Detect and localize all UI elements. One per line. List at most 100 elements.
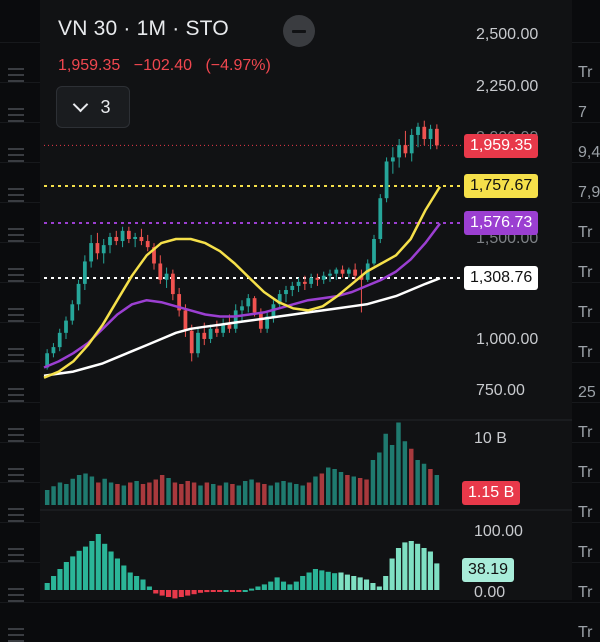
price-change-pct: (−4.97%) <box>205 57 271 74</box>
candle-body <box>227 324 232 329</box>
ma-purple-tag: 1,576.73 <box>464 211 539 235</box>
candle-body <box>202 332 207 339</box>
oscillator-bar <box>121 565 127 590</box>
candle-body <box>252 298 257 313</box>
oscillator-bar <box>229 590 235 592</box>
volume-bar <box>153 479 159 505</box>
volume-bar <box>268 485 273 505</box>
oscillator-bar <box>191 590 197 595</box>
volume-bar <box>166 478 171 505</box>
candle-body <box>145 241 150 248</box>
candle-body <box>340 269 345 274</box>
background-row-label: Tr <box>578 224 593 241</box>
volume-bar <box>115 484 120 505</box>
background-row-label: Tr <box>578 624 593 641</box>
volume-bar <box>249 479 254 505</box>
candle-body <box>158 263 163 280</box>
candle-body <box>152 247 156 264</box>
volume-bar <box>134 481 139 505</box>
oscillator-bar <box>293 581 299 590</box>
candle-body <box>133 236 138 239</box>
last-price-tag: 1,959.35 <box>464 134 539 158</box>
candle-body <box>353 269 358 276</box>
oscillator-bar <box>140 579 146 590</box>
volume-bar <box>44 490 50 505</box>
volume-bar <box>211 484 216 505</box>
volume-bar <box>402 441 408 505</box>
candle-body <box>315 277 320 280</box>
candle-body <box>328 273 332 276</box>
oscillator-bar <box>370 583 376 590</box>
oscillator-bar <box>357 577 363 590</box>
volume-bar <box>287 482 293 505</box>
price-change: −102.40 <box>133 57 193 74</box>
volume-bar <box>236 485 242 505</box>
oscillator-bar <box>204 590 210 593</box>
oscillator-bar <box>255 586 261 590</box>
collapse-button[interactable] <box>283 15 315 47</box>
oscillator-bar <box>344 574 350 590</box>
volume-bar <box>421 463 427 505</box>
candle-body <box>76 283 81 305</box>
volume-bar <box>300 485 305 505</box>
volume-bar <box>102 478 107 505</box>
oscillator-bar <box>427 551 433 590</box>
drag-handle-icon <box>8 548 24 562</box>
volume-bar <box>434 475 440 505</box>
candle-body <box>45 353 50 368</box>
drag-handle-icon <box>8 468 24 482</box>
volume-bar <box>121 485 127 505</box>
oscillator-bar <box>210 590 216 592</box>
oscillator-bar <box>287 584 293 590</box>
oscillator-bar <box>178 590 184 597</box>
volume-bar <box>262 484 267 505</box>
oscillator-bar <box>95 534 101 590</box>
candle-body <box>265 316 270 329</box>
volume-bar <box>96 482 101 505</box>
candle-body <box>290 285 295 290</box>
chart-svg[interactable] <box>0 0 600 600</box>
candle-body <box>89 243 94 262</box>
candle-body <box>246 298 251 307</box>
oscillator-bar <box>223 590 229 592</box>
drag-handle-icon <box>8 68 24 82</box>
candle-body <box>221 324 226 333</box>
volume-bar <box>89 476 95 505</box>
candle-body <box>384 161 389 199</box>
volume-bar <box>313 476 318 505</box>
volume-bar <box>377 452 382 505</box>
oscillator-bar <box>319 570 325 590</box>
candle-body <box>397 145 402 158</box>
indicators-toggle-button[interactable]: 3 <box>56 86 130 128</box>
oscillator-bar <box>153 590 159 594</box>
candle-body <box>189 330 194 354</box>
volume-bar <box>191 482 197 505</box>
oscillator-bar <box>127 572 133 590</box>
oscillator-bar <box>395 548 402 590</box>
oscillator-bar <box>242 590 248 592</box>
oscillator-bar <box>415 543 421 590</box>
volume-bar <box>159 475 165 505</box>
drag-handle-icon <box>8 628 24 642</box>
candle-body <box>82 261 87 284</box>
oscillator-bottom-label: 0.00 <box>474 584 506 601</box>
chevron-down-icon <box>73 96 89 112</box>
oscillator-bar <box>185 590 191 596</box>
volume-bar <box>294 484 299 505</box>
volume-bar <box>147 482 152 505</box>
candle-body <box>170 273 175 295</box>
oscillator-bar <box>402 542 408 590</box>
oscillator-bar <box>351 576 357 590</box>
volume-bar <box>185 481 190 505</box>
oscillator-bar <box>421 548 427 590</box>
drag-handle-icon <box>8 508 24 522</box>
oscillator-bar <box>217 590 223 592</box>
candle-body <box>428 128 433 140</box>
oscillator-bar <box>172 590 178 599</box>
candle-body <box>164 273 169 280</box>
oscillator-bar <box>268 581 274 590</box>
oscillator-bar <box>338 572 344 590</box>
candle-body <box>233 310 238 329</box>
ma-yellow-line <box>43 185 442 379</box>
volume-bar <box>415 460 420 505</box>
